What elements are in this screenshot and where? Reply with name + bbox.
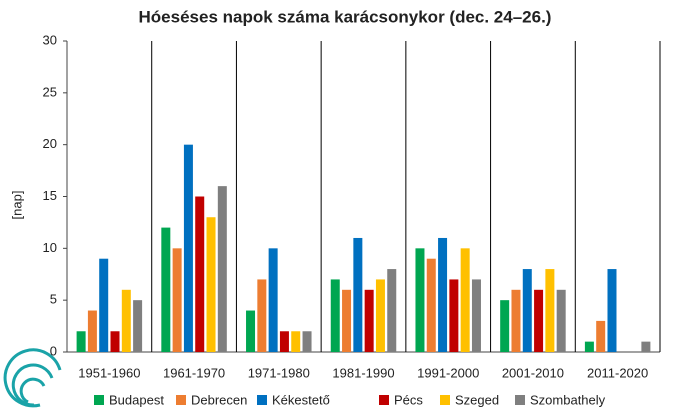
legend-label: Szombathely — [530, 392, 606, 407]
logo — [3, 348, 62, 408]
bar — [534, 289, 544, 352]
y-tick-label: 10 — [43, 240, 57, 255]
legend-label: Szeged — [455, 392, 499, 407]
bar — [641, 341, 651, 352]
x-tick-label: 2011-2020 — [587, 365, 648, 380]
bar — [110, 331, 120, 352]
bar — [353, 237, 363, 352]
chart-title: Hóeséses napok száma karácsonykor (dec. … — [139, 7, 552, 26]
y-tick-label: 15 — [43, 188, 57, 203]
bar — [364, 289, 374, 352]
x-tick-label: 1971-1980 — [248, 365, 310, 380]
x-tick-label: 1961-1970 — [163, 365, 225, 380]
x-tick-label: 2001-2010 — [502, 365, 564, 380]
legend-label: Pécs — [394, 392, 423, 407]
bar — [471, 279, 481, 352]
bar — [545, 269, 555, 352]
bar — [161, 227, 171, 352]
legend-swatch — [257, 395, 267, 405]
bar — [183, 144, 193, 352]
x-tick-label: 1991-2000 — [417, 365, 479, 380]
legend-label: Budapest — [109, 392, 164, 407]
y-tick-label: 5 — [50, 292, 57, 307]
bar — [522, 269, 532, 352]
bar — [133, 300, 143, 352]
bar — [257, 279, 267, 352]
y-tick-label: 0 — [50, 343, 57, 358]
bar — [291, 331, 301, 352]
bar — [246, 310, 256, 352]
bar — [387, 269, 397, 352]
bar — [206, 217, 216, 352]
bar — [511, 289, 521, 352]
legend-swatch — [440, 395, 450, 405]
x-tick-label: 1981-1990 — [332, 365, 394, 380]
y-tick-label: 20 — [43, 136, 57, 151]
bar — [375, 279, 385, 352]
bar — [500, 300, 510, 352]
y-tick-label: 25 — [43, 84, 57, 99]
bar — [596, 320, 606, 352]
bar — [426, 258, 436, 352]
bar — [172, 248, 182, 352]
y-tick-label: 30 — [43, 32, 57, 47]
bar — [279, 331, 289, 352]
bar — [584, 341, 594, 352]
y-axis-label: [nap] — [9, 191, 24, 220]
bar — [460, 248, 470, 352]
x-tick-label: 1951-1960 — [78, 365, 140, 380]
legend-label: Kékestető — [272, 392, 330, 407]
bar — [268, 248, 278, 352]
bar — [99, 258, 109, 352]
bar — [607, 269, 617, 352]
bar — [302, 331, 312, 352]
bar — [438, 237, 448, 352]
legend-swatch — [515, 395, 525, 405]
bar — [76, 331, 86, 352]
bar — [195, 196, 205, 352]
legend-swatch — [379, 395, 389, 405]
bar — [415, 248, 425, 352]
bar — [449, 279, 459, 352]
bar — [217, 186, 227, 352]
legend-swatch — [94, 395, 104, 405]
legend-swatch — [176, 395, 186, 405]
bar — [87, 310, 97, 352]
legend-label: Debrecen — [191, 392, 247, 407]
bar — [121, 289, 131, 352]
bar — [330, 279, 340, 352]
bar — [342, 289, 352, 352]
bar — [556, 289, 566, 352]
